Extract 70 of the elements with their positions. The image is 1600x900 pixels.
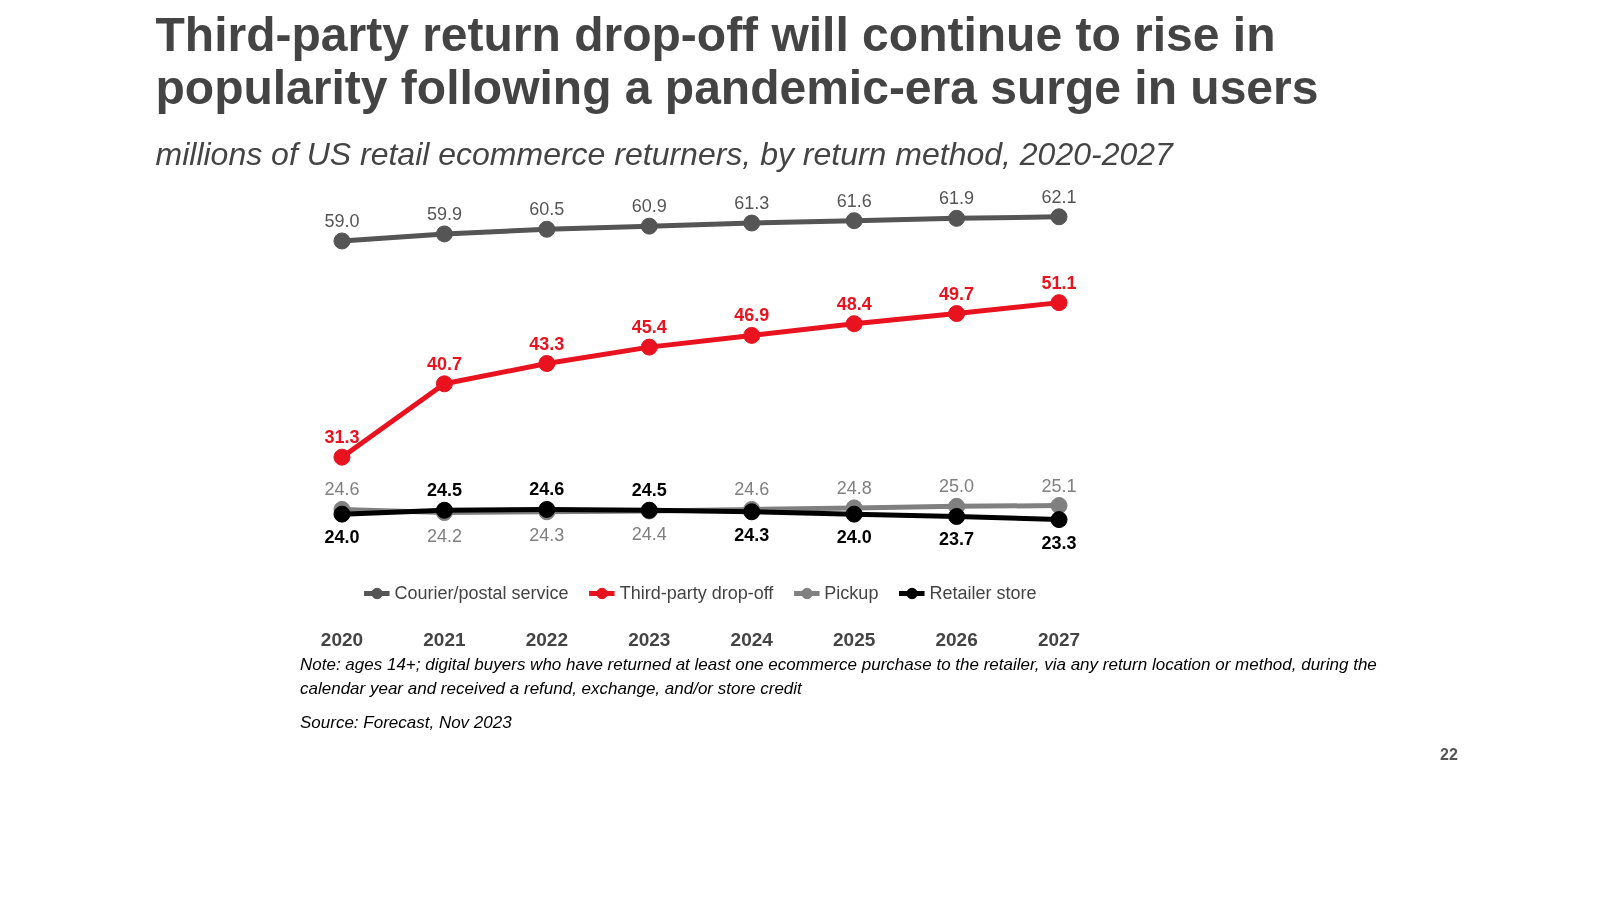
source-note: Source: Forecast, Nov 2023 bbox=[300, 711, 512, 734]
data-label: 60.5 bbox=[529, 199, 565, 220]
data-label: 24.3 bbox=[734, 524, 770, 545]
x-tick-label: 2027 bbox=[1037, 628, 1081, 650]
point bbox=[845, 212, 863, 230]
data-label: 24.4 bbox=[631, 524, 667, 545]
data-label: 46.9 bbox=[734, 305, 770, 326]
data-label: 23.3 bbox=[1041, 532, 1077, 553]
legend-label: Retailer store bbox=[929, 582, 1037, 604]
data-label: 24.5 bbox=[631, 480, 667, 501]
point bbox=[333, 232, 351, 250]
x-tick-label: 2021 bbox=[423, 628, 466, 650]
chart-subtitle: millions of US retail ecommerce returners, by return method, 2020-2027 bbox=[155, 135, 1175, 172]
data-label: 61.9 bbox=[939, 188, 975, 209]
data-label: 24.5 bbox=[426, 480, 462, 501]
data-label: 45.4 bbox=[631, 317, 667, 338]
data-label: 60.9 bbox=[631, 196, 667, 217]
point bbox=[845, 505, 863, 523]
data-label: 62.1 bbox=[1041, 186, 1077, 207]
point bbox=[1050, 294, 1068, 312]
data-label: 24.2 bbox=[426, 525, 462, 546]
data-label: 48.4 bbox=[836, 293, 872, 314]
data-label: 31.3 bbox=[324, 427, 360, 448]
point bbox=[948, 209, 966, 227]
point bbox=[435, 225, 453, 243]
data-label: 23.7 bbox=[939, 529, 975, 550]
data-label: 59.0 bbox=[324, 210, 360, 231]
chart-title: Third-party return drop-off will continue to rise in popularity following a pandemic-era surge in users bbox=[155, 7, 1319, 114]
point bbox=[538, 220, 556, 238]
x-tick-label: 2020 bbox=[320, 628, 364, 650]
point bbox=[538, 355, 556, 372]
text: Note: ages 14+; digital buyers who have returned at least one ecommerce purchase to the retailer, via any return location or method, during the calendar year and received a refund, exchange, and/or store credit bbox=[300, 654, 1378, 700]
data-label: 24.8 bbox=[836, 477, 872, 498]
legend-label: Pickup bbox=[824, 582, 879, 604]
point bbox=[948, 305, 966, 323]
point bbox=[640, 217, 658, 235]
text: 22 bbox=[1440, 745, 1458, 766]
x-tick-label: 2023 bbox=[628, 628, 671, 650]
data-label: 25.0 bbox=[939, 476, 975, 497]
data-label: 24.0 bbox=[836, 527, 872, 548]
point bbox=[435, 375, 453, 393]
data-label: 43.3 bbox=[529, 333, 565, 354]
point bbox=[743, 214, 761, 232]
point bbox=[743, 326, 761, 344]
x-tick-label: 2022 bbox=[525, 628, 568, 650]
x-tick-label: 2026 bbox=[935, 628, 978, 650]
data-label: 24.0 bbox=[324, 527, 360, 548]
data-label: 24.3 bbox=[529, 524, 565, 545]
x-tick-label: 2024 bbox=[730, 628, 774, 650]
data-label: 61.6 bbox=[836, 190, 872, 211]
legend-label: Courier/postal service bbox=[394, 582, 569, 604]
legend-label: Third-party drop-off bbox=[619, 582, 774, 604]
point bbox=[1050, 208, 1068, 226]
point bbox=[948, 507, 966, 525]
point bbox=[333, 505, 351, 523]
data-label: 59.9 bbox=[426, 203, 462, 224]
data-label: 61.3 bbox=[734, 193, 770, 214]
data-label: 24.6 bbox=[324, 479, 360, 500]
data-label: 49.7 bbox=[939, 283, 975, 304]
data-label: 24.6 bbox=[529, 479, 565, 500]
data-label: 24.6 bbox=[734, 479, 770, 500]
data-label: 25.1 bbox=[1041, 475, 1077, 496]
x-tick-label: 2025 bbox=[833, 628, 876, 650]
point bbox=[333, 448, 351, 466]
point bbox=[1050, 497, 1068, 515]
data-label: 40.7 bbox=[426, 353, 462, 374]
point bbox=[845, 315, 863, 333]
point bbox=[1050, 511, 1068, 529]
data-label: 51.1 bbox=[1041, 272, 1077, 293]
point bbox=[640, 338, 658, 356]
